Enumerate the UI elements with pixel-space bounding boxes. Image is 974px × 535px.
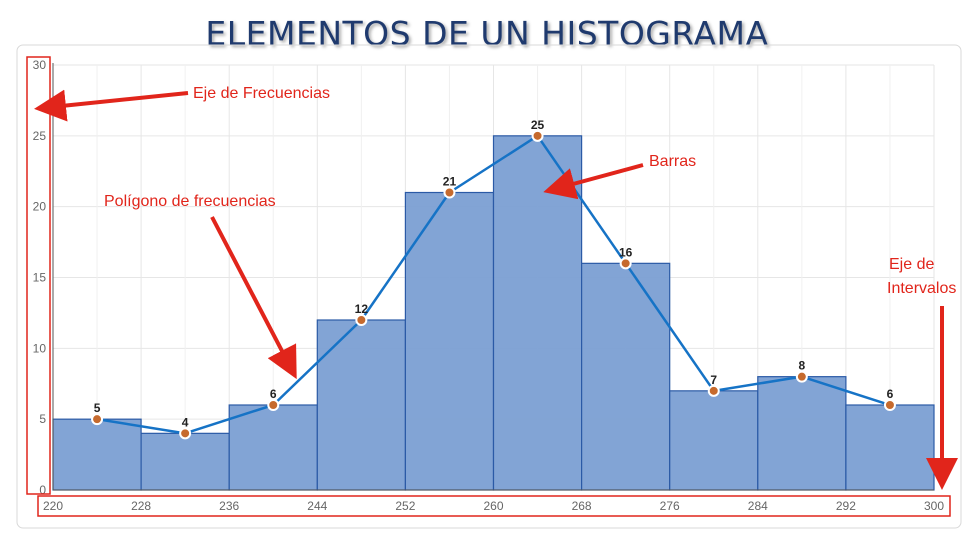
annotation-eje-intervalos-line2: Intervalos (887, 280, 956, 297)
data-label: 6 (887, 387, 894, 401)
data-label: 7 (710, 373, 717, 387)
arrow-barras (543, 163, 644, 200)
y-tick-label: 25 (33, 129, 47, 143)
x-tick-label: 284 (748, 499, 768, 513)
histogram-bar (140, 432, 230, 491)
x-tick-label: 236 (219, 499, 239, 513)
histogram-bar (757, 376, 847, 491)
polygon-point-marker (91, 413, 104, 426)
polygon-point-marker (619, 257, 632, 270)
data-label: 8 (799, 359, 806, 373)
data-label: 16 (619, 245, 633, 259)
data-label: 4 (182, 415, 189, 429)
annotation-eje-intervalos-line1: Eje de (889, 256, 934, 273)
polygon-point-marker (267, 399, 280, 411)
histogram-bar (580, 262, 671, 491)
x-tick-label: 220 (43, 499, 63, 513)
x-tick-label: 276 (660, 499, 680, 513)
y-tick-label: 0 (39, 483, 46, 497)
axes (52, 63, 934, 491)
frequency-polygon-line (96, 134, 891, 435)
x-tick-label: 244 (307, 499, 327, 513)
x-tick-label: 300 (924, 499, 944, 513)
polygon-point-marker (179, 427, 192, 440)
histogram-bar (669, 390, 759, 491)
y-tick-label: 30 (33, 58, 47, 72)
data-label: 21 (443, 175, 457, 189)
arrow-poligono (210, 216, 297, 380)
annotation-eje-frecuencias: Eje de Frecuencias (193, 85, 330, 102)
annotation-barras: Barras (649, 153, 696, 170)
histogram-bar (492, 135, 583, 491)
data-label: 6 (270, 387, 277, 401)
data-labels: 5 4 6 12 21 25 16 7 8 6 (94, 118, 894, 430)
y-tick-label: 15 (33, 271, 47, 285)
polygon-point-marker (355, 314, 368, 326)
chart-title: ELEMENTOS DE UN HISTOGRAMA (205, 14, 769, 53)
y-axis-tick-labels: 0 5 10 15 20 25 30 (33, 58, 47, 497)
polygon-point-marker (531, 129, 544, 142)
annotations: Eje de Frecuencias Barras Polígono de fr… (26, 56, 958, 517)
x-tick-label: 268 (572, 499, 592, 513)
x-axis-tick-labels: 220 228 236 244 252 260 268 276 284 292 300 (43, 499, 944, 513)
histogram-bar (404, 191, 495, 491)
polygon-point-marker (795, 370, 808, 383)
histogram-bar (228, 404, 318, 491)
x-tick-label: 228 (131, 499, 151, 513)
y-tick-label: 20 (33, 200, 47, 214)
histogram-bar (52, 418, 142, 491)
polygon-point-marker (443, 186, 456, 199)
y-tick-label: 5 (39, 412, 46, 426)
x-tick-label: 260 (483, 499, 503, 513)
plot-frame (16, 44, 962, 529)
polygon-point-marker (883, 399, 896, 411)
arrow-eje-frecuencias (34, 89, 189, 122)
frequency-axis-highlight-box (26, 56, 51, 495)
data-label: 12 (355, 302, 369, 316)
histogram-bar (845, 404, 935, 491)
x-tick-label: 252 (395, 499, 415, 513)
y-tick-label: 10 (33, 341, 47, 355)
data-label: 25 (531, 118, 545, 132)
data-label: 5 (94, 401, 101, 415)
x-tick-label: 292 (836, 499, 856, 513)
interval-axis-highlight-box (37, 495, 951, 517)
polygon-point-marker (707, 384, 720, 397)
frequency-polygon (91, 129, 896, 440)
annotation-poligono: Polígono de frecuencias (104, 193, 276, 210)
histogram-bar (316, 319, 406, 491)
